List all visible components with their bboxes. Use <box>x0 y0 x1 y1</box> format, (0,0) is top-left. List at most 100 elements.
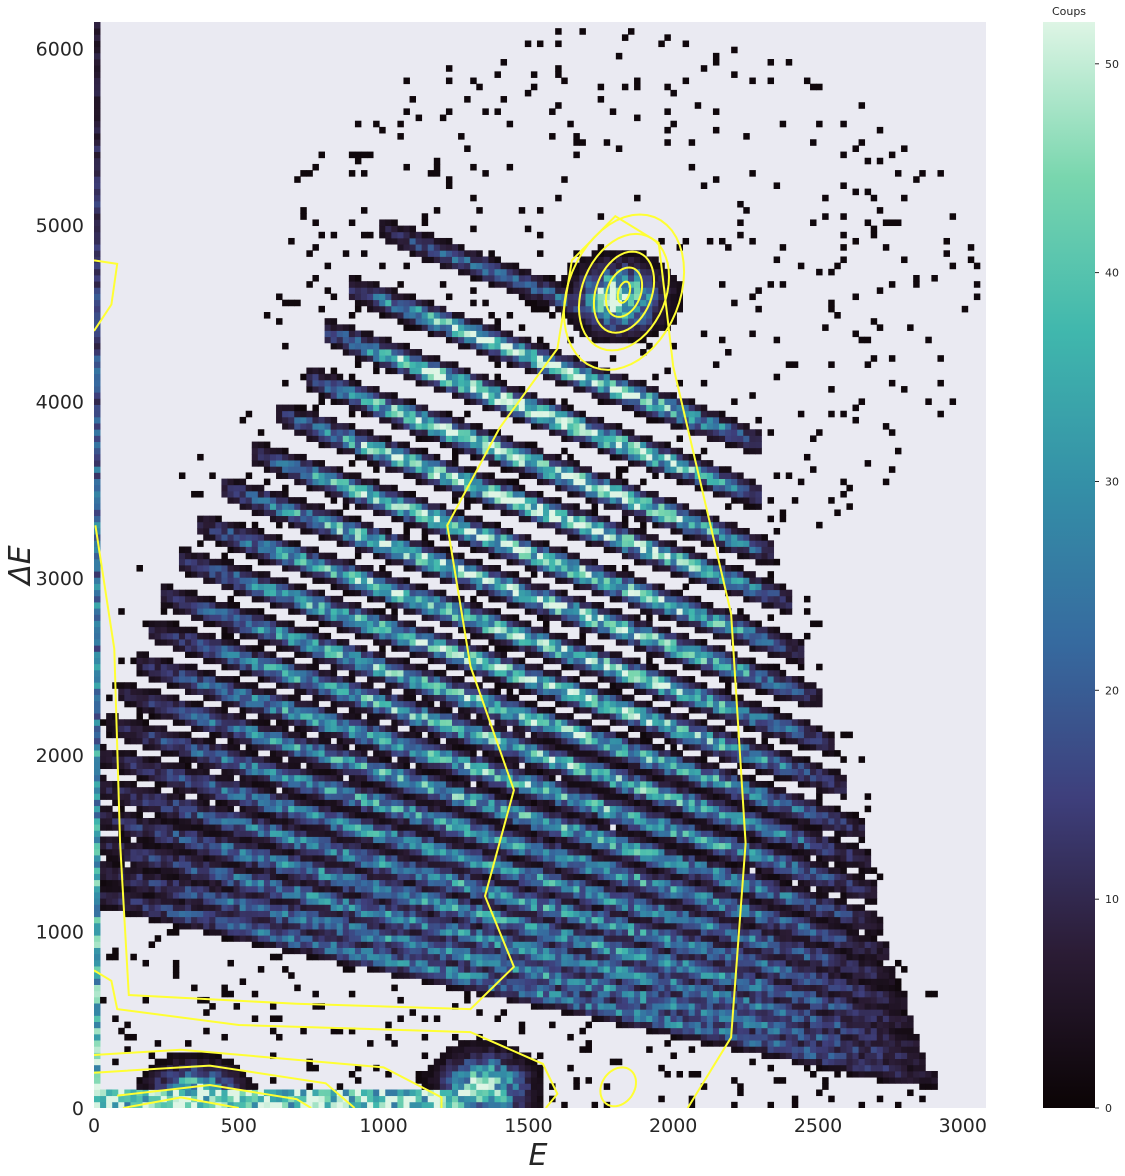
heatmap-cell <box>312 898 319 905</box>
heatmap-cell <box>427 774 435 782</box>
heatmap-cell <box>391 706 398 714</box>
heatmap-cell <box>282 799 289 807</box>
heatmap-cell <box>94 1064 101 1072</box>
heatmap-cell <box>288 657 295 665</box>
heatmap-cell <box>445 176 453 183</box>
heatmap-cell <box>209 848 216 856</box>
heatmap-cell <box>160 848 168 856</box>
heatmap-cell <box>209 916 216 924</box>
heatmap-cell <box>312 367 319 375</box>
heatmap-cell <box>300 429 307 436</box>
heatmap-cell <box>415 935 423 942</box>
heatmap-cell <box>245 916 253 924</box>
heatmap-cell <box>439 527 447 535</box>
heatmap-cell <box>373 355 380 362</box>
heatmap-cell <box>373 342 380 350</box>
heatmap-cell <box>106 805 113 813</box>
heatmap-cell <box>445 571 453 578</box>
heatmap-cell <box>342 682 350 689</box>
heatmap-cell <box>452 1058 459 1066</box>
heatmap-cell <box>385 626 392 634</box>
heatmap-cell <box>415 848 423 856</box>
heatmap-cell <box>245 780 253 788</box>
heatmap-cell <box>142 719 150 726</box>
heatmap-cell <box>306 503 313 510</box>
heatmap-cell <box>415 429 423 436</box>
heatmap-cell <box>312 719 319 726</box>
heatmap-cell <box>360 207 368 214</box>
heatmap-cell <box>397 756 404 763</box>
heatmap-cell <box>306 589 313 597</box>
heatmap-cell <box>397 805 404 813</box>
heatmap-cell <box>348 423 356 430</box>
heatmap-cell <box>452 324 459 331</box>
heatmap-cell <box>342 342 350 350</box>
heatmap-cell <box>348 966 356 973</box>
heatmap-cell <box>227 916 234 924</box>
heatmap-cell <box>464 972 471 979</box>
heatmap-cell <box>445 509 453 517</box>
heatmap-cell <box>94 552 101 560</box>
heatmap-cell <box>288 682 295 689</box>
heatmap-cell <box>452 552 459 560</box>
heatmap-cell <box>197 922 204 930</box>
heatmap-cell <box>421 873 429 881</box>
heatmap-cell <box>330 392 338 399</box>
heatmap-cell <box>282 830 289 837</box>
heatmap-cell <box>312 842 319 850</box>
heatmap-cell <box>439 750 447 757</box>
heatmap-cell <box>203 645 210 652</box>
heatmap-cell <box>360 700 368 708</box>
heatmap-cell <box>342 435 350 442</box>
heatmap-cell <box>142 1101 150 1108</box>
heatmap-cell <box>227 632 234 640</box>
heatmap-cell <box>458 688 465 695</box>
heatmap-cell <box>178 589 186 597</box>
heatmap-cell <box>94 608 101 615</box>
heatmap-cell <box>269 879 277 887</box>
heatmap-cell <box>427 904 435 911</box>
heatmap-cell <box>373 669 380 677</box>
heatmap-cell <box>166 867 174 874</box>
heatmap-cell <box>300 861 307 868</box>
heatmap-cell <box>385 1070 392 1078</box>
heatmap-cell <box>336 953 344 961</box>
heatmap-cell <box>312 879 319 887</box>
heatmap-cell <box>94 151 101 159</box>
heatmap-cell <box>403 398 410 405</box>
heatmap-cell <box>306 799 313 807</box>
heatmap-cell <box>227 885 234 893</box>
heatmap-cell <box>185 1058 192 1066</box>
heatmap-cell <box>269 589 277 597</box>
heatmap-cell <box>197 608 204 615</box>
heatmap-cell <box>215 817 222 825</box>
heatmap-cell <box>239 879 247 887</box>
heatmap-cell <box>130 1101 137 1108</box>
heatmap-cell <box>391 972 398 979</box>
heatmap-cell <box>166 861 174 868</box>
heatmap-cell <box>403 472 410 480</box>
heatmap-cell <box>94 762 101 770</box>
heatmap-cell <box>288 626 295 634</box>
heatmap-cell <box>439 879 447 887</box>
heatmap-cell <box>330 811 338 819</box>
heatmap-cell <box>439 367 447 375</box>
heatmap-cell <box>294 805 301 813</box>
heatmap-cell <box>148 842 156 850</box>
heatmap-cell <box>330 787 338 794</box>
heatmap-cell <box>312 219 319 227</box>
heatmap-cell <box>433 361 441 368</box>
heatmap-cell <box>251 848 259 856</box>
heatmap-cell <box>409 694 417 702</box>
heatmap-cell <box>324 571 332 578</box>
heatmap-cell <box>427 509 435 517</box>
heatmap-cell <box>233 1003 241 1010</box>
heatmap-cell <box>94 460 101 467</box>
heatmap-cell <box>391 509 398 517</box>
heatmap-cell <box>300 1089 307 1097</box>
heatmap-cell <box>130 867 137 874</box>
heatmap-cell <box>367 447 374 455</box>
heatmap-cell <box>409 669 417 677</box>
heatmap-cell <box>94 435 101 442</box>
heatmap-cell <box>452 497 459 504</box>
